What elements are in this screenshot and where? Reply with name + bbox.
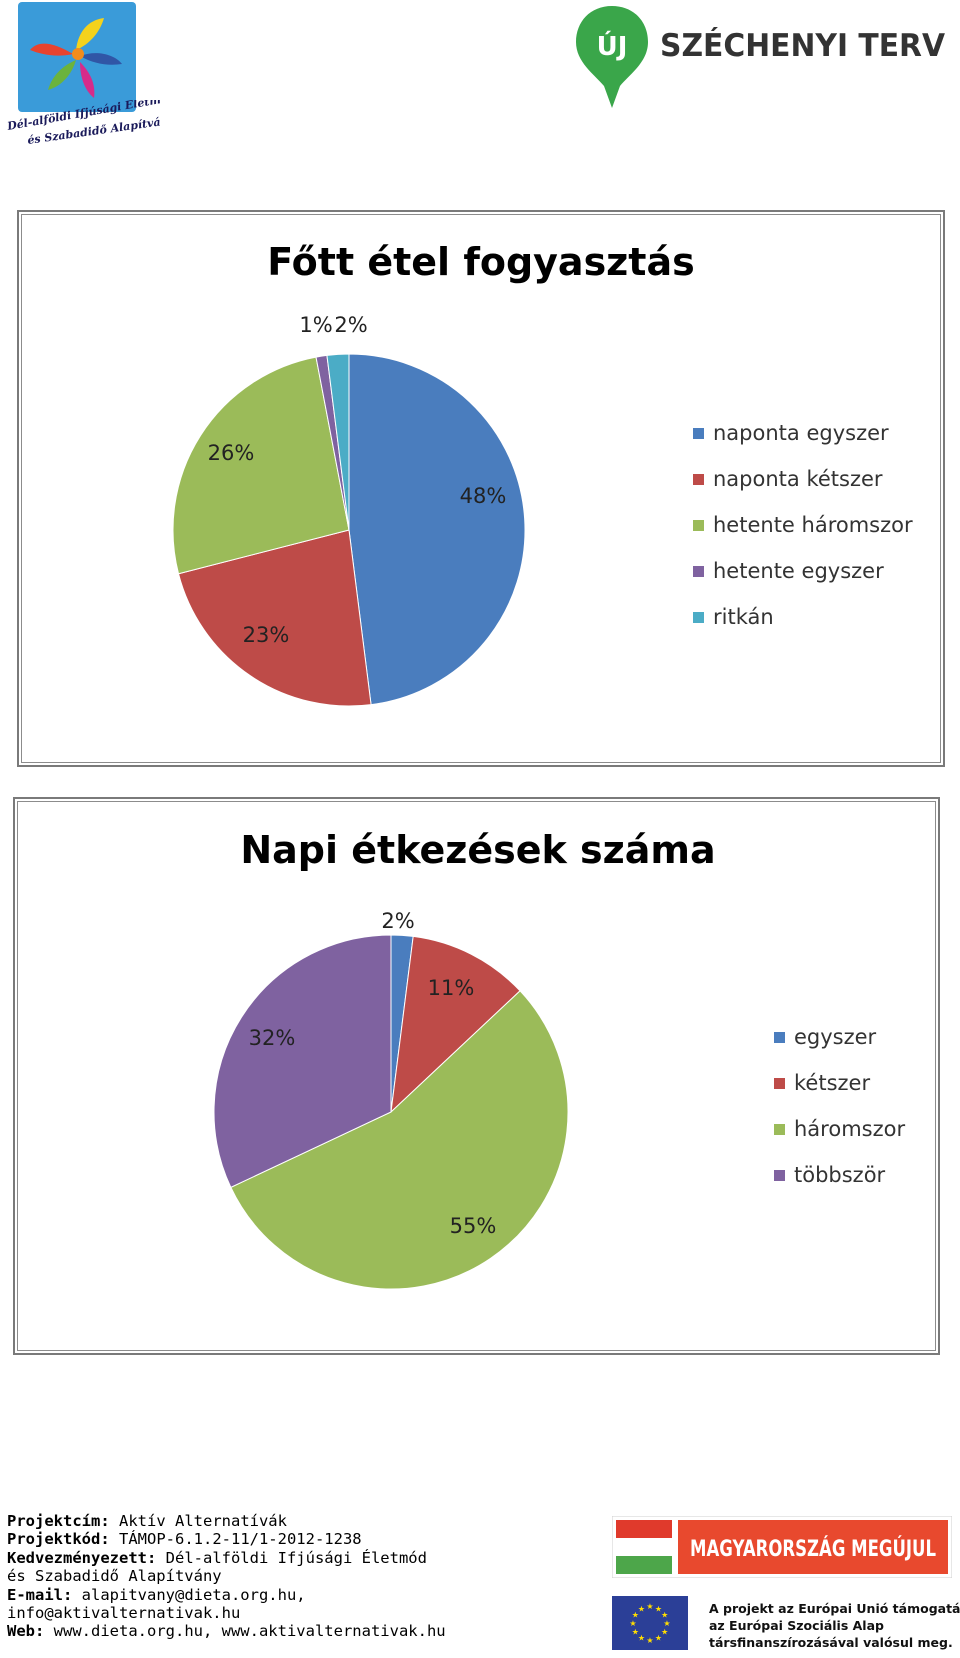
project-code: TÁMOP-6.1.2-11/1-2012-1238 xyxy=(119,1530,362,1549)
project-info: Projektcím: Aktív Alternatívák Projektkó… xyxy=(7,1512,607,1641)
legend-swatch-haromszor xyxy=(774,1124,785,1135)
eu-star-icon: ★ xyxy=(632,1611,639,1620)
pie-chart-cooked-food: Főtt étel fogyasztás 48% 23% 26% 1% 2% napont… xyxy=(172,240,913,707)
foundation-logo: Dél-alföldi Ifjúsági Életmód és Szabadid… xyxy=(0,0,160,150)
beneficiary-name: Dél-alföldi Ifjúsági Életmód xyxy=(165,1548,427,1567)
eu-star-icon: ★ xyxy=(661,1611,668,1620)
pie-slice-naponta-egyszer xyxy=(348,353,526,706)
web-label: Web: xyxy=(7,1622,45,1641)
pie-chart-daily-meals: Napi étkezések száma 2% 11% 55% 32% egyszer k… xyxy=(213,828,905,1290)
eu-star-icon: ★ xyxy=(663,1619,670,1628)
pie-slice-tobbszor xyxy=(213,934,392,1189)
web-links[interactable]: www.dieta.org.hu, www.aktivalternativak.… xyxy=(53,1622,446,1641)
legend-label-ritkan: ritkán xyxy=(713,605,774,629)
eu-star-icon: ★ xyxy=(646,1602,653,1611)
pie-slice-ketszer xyxy=(390,935,521,1114)
eu-star-icon: ★ xyxy=(638,1634,645,1643)
legend-swatch-ketszer xyxy=(774,1078,785,1089)
legend-label-naponta-egyszer: naponta egyszer xyxy=(713,421,889,445)
legend-swatch-naponta-egyszer xyxy=(693,428,704,439)
banner-text: MAGYARORSZÁG MEGÚJUL xyxy=(690,1536,936,1562)
legend-label-hetente-egyszer: hetente egyszer xyxy=(713,559,884,583)
pie-slice-naponta-ketszer xyxy=(177,529,372,707)
data-label-egyszer: 2% xyxy=(381,909,414,933)
pie-slice-ritkan xyxy=(326,353,350,531)
eu-flag: ★ ★ ★ ★ ★ ★ ★ ★ ★ ★ ★ ★ xyxy=(612,1596,688,1650)
chart-frame-daily-meals: Napi étkezések száma 2% 11% 55% 32% egyszer k… xyxy=(13,797,940,1355)
legend-label-tobbszor: többször xyxy=(794,1163,886,1187)
email-address-2[interactable]: info@aktivalternativak.hu xyxy=(7,1604,241,1623)
data-label-ritkan: 2% xyxy=(334,313,367,337)
data-label-hetente-egyszer: 1% xyxy=(299,313,332,337)
eu-funding-note: A projekt az Európai Unió támogatásával,… xyxy=(709,1600,960,1651)
eu-note-line-1: A projekt az Európai Unió támogatásával, xyxy=(709,1601,960,1616)
chart-title: Főtt étel fogyasztás xyxy=(267,240,694,284)
beneficiary-name-cont: és Szabadidő Alapítvány xyxy=(7,1567,222,1586)
legend-swatch-naponta-ketszer xyxy=(693,474,704,485)
data-label-tobbszor: 32% xyxy=(249,1026,296,1050)
legend-label-hetente-haromszor: hetente háromszor xyxy=(713,513,913,537)
chart-frame-cooked-food: Főtt étel fogyasztás 48% 23% 26% 1% 2% napont… xyxy=(17,210,945,767)
eu-note-line-2: az Európai Szociális Alap xyxy=(709,1618,884,1633)
eu-star-icon: ★ xyxy=(632,1628,639,1637)
eu-star-icon: ★ xyxy=(646,1636,653,1645)
email-label: E-mail: xyxy=(7,1585,73,1604)
project-title: Aktív Alternatívák xyxy=(119,1512,287,1530)
legend-swatch-hetente-egyszer xyxy=(693,566,704,577)
legend-label-ketszer: kétszer xyxy=(794,1071,870,1095)
foundation-logo-text: Dél-alföldi Ifjúsági Életmód és Szabadid… xyxy=(5,100,160,147)
legend-swatch-hetente-haromszor xyxy=(693,520,704,531)
legend-label-haromszor: háromszor xyxy=(794,1117,905,1141)
szechenyi-title: SZÉCHENYI TERV xyxy=(660,28,945,64)
legend-label-naponta-ketszer: naponta kétszer xyxy=(713,467,883,491)
eu-note-line-3: társfinanszírozásával valósul meg. xyxy=(709,1635,953,1650)
pie-slice-hetente-haromszor xyxy=(172,356,350,575)
chart-title: Napi étkezések száma xyxy=(240,828,715,872)
data-label-hetente-haromszor: 26% xyxy=(208,441,255,465)
data-label-ketszer: 11% xyxy=(428,976,475,1000)
legend-label-egyszer: egyszer xyxy=(794,1025,877,1049)
eu-star-icon: ★ xyxy=(629,1619,636,1628)
szechenyi-badge: ÚJ xyxy=(597,30,628,62)
data-label-naponta-ketszer: 23% xyxy=(243,623,290,647)
data-label-naponta-egyszer: 48% xyxy=(460,484,507,508)
beneficiary-label: Kedvezményezett: xyxy=(7,1548,157,1567)
legend-swatch-egyszer xyxy=(774,1032,785,1043)
szechenyi-terv-logo: ÚJ SZÉCHENYI TERV xyxy=(570,0,950,120)
legend-swatch-tobbszor xyxy=(774,1170,785,1181)
legend-swatch-ritkan xyxy=(693,612,704,623)
pie-slice-haromszor xyxy=(230,990,569,1290)
magyarorszag-megujul-banner: MAGYARORSZÁG MEGÚJUL xyxy=(611,1515,953,1579)
eu-star-icon: ★ xyxy=(655,1634,662,1643)
eu-star-icon: ★ xyxy=(661,1628,668,1637)
foundation-logo-emblem xyxy=(18,2,136,112)
eu-star-icon: ★ xyxy=(655,1604,662,1613)
data-label-haromszor: 55% xyxy=(450,1214,497,1238)
eu-star-icon: ★ xyxy=(638,1604,645,1613)
project-code-label: Projektkód: xyxy=(7,1530,110,1549)
email-address[interactable]: alapitvany@dieta.org.hu, xyxy=(81,1585,306,1604)
project-title-label: Projektcím: xyxy=(7,1512,110,1530)
